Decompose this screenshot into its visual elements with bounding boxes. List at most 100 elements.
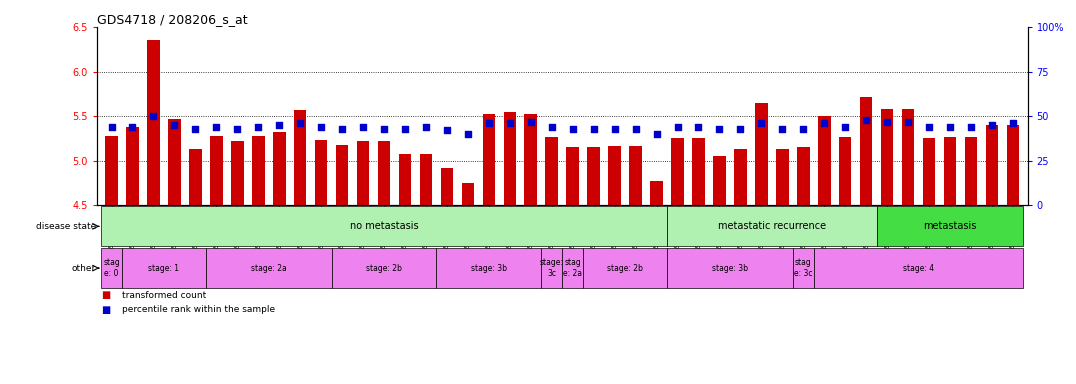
Text: stage: 3b: stage: 3b (471, 263, 507, 273)
Bar (252, 136, 265, 205)
Point (585, 126, 603, 132)
Bar (562, 248, 583, 288)
Bar (210, 136, 223, 205)
Point (690, 124, 707, 130)
Bar (504, 112, 516, 205)
Bar (813, 248, 1023, 288)
Bar (462, 183, 475, 205)
Bar (168, 119, 181, 205)
Bar (126, 127, 139, 205)
Point (564, 126, 581, 132)
Point (480, 120, 497, 126)
Text: transformed count: transformed count (122, 291, 206, 300)
Text: stag
e: 0: stag e: 0 (103, 258, 119, 278)
Point (438, 127, 455, 134)
Point (292, 120, 309, 126)
Bar (734, 149, 747, 205)
Text: stage: 2b: stage: 2b (607, 263, 643, 273)
Bar (944, 137, 957, 205)
Bar (378, 141, 391, 205)
Text: no metastasis: no metastasis (350, 221, 419, 231)
Bar (587, 147, 600, 205)
Point (648, 131, 665, 137)
Bar (336, 145, 349, 205)
Bar (541, 248, 562, 288)
Text: stage: 4: stage: 4 (903, 263, 934, 273)
Point (103, 124, 121, 130)
Point (124, 124, 141, 130)
Bar (986, 125, 999, 205)
Bar (881, 109, 893, 205)
Bar (776, 149, 789, 205)
Point (774, 126, 791, 132)
Point (312, 124, 329, 130)
Bar (793, 248, 813, 288)
Point (354, 124, 371, 130)
Bar (294, 110, 307, 205)
Text: stage: 3b: stage: 3b (712, 263, 748, 273)
Point (1004, 120, 1021, 126)
Bar (818, 116, 831, 205)
Bar (524, 114, 537, 205)
Bar (629, 146, 642, 205)
Point (878, 118, 895, 124)
Point (983, 122, 1001, 128)
Bar (101, 248, 122, 288)
Point (795, 126, 812, 132)
Point (920, 124, 937, 130)
Text: metastasis: metastasis (923, 221, 977, 231)
Text: stage:
3c: stage: 3c (540, 258, 564, 278)
Point (522, 118, 539, 124)
Text: other: other (71, 263, 96, 273)
Bar (147, 40, 159, 205)
Point (250, 124, 267, 130)
Point (900, 118, 917, 124)
Bar (755, 103, 767, 205)
Point (669, 124, 686, 130)
Text: stage: 1: stage: 1 (148, 263, 180, 273)
Bar (399, 154, 411, 205)
Point (459, 131, 477, 137)
Bar (273, 132, 285, 205)
Text: stage: 2a: stage: 2a (251, 263, 286, 273)
Bar (315, 140, 327, 205)
Bar (713, 156, 725, 205)
Point (732, 126, 749, 132)
Text: ■: ■ (102, 290, 115, 300)
Point (816, 120, 833, 126)
Point (606, 126, 623, 132)
Bar (206, 248, 331, 288)
Point (417, 124, 435, 130)
Point (837, 124, 854, 130)
Bar (965, 137, 977, 205)
Bar (902, 109, 915, 205)
Point (376, 126, 393, 132)
Bar (671, 139, 683, 205)
Point (334, 126, 351, 132)
Point (270, 122, 287, 128)
Text: disease state: disease state (36, 222, 96, 231)
Point (501, 120, 519, 126)
Bar (437, 248, 541, 288)
Point (145, 113, 162, 119)
Text: GDS4718 / 208206_s_at: GDS4718 / 208206_s_at (97, 13, 247, 26)
Bar (650, 181, 663, 205)
Bar (546, 137, 558, 205)
Bar (860, 96, 873, 205)
Bar (608, 146, 621, 205)
Point (208, 124, 225, 130)
Bar (797, 147, 809, 205)
Bar (583, 248, 667, 288)
Point (627, 126, 645, 132)
Bar (189, 149, 201, 205)
Point (229, 126, 246, 132)
Bar (667, 248, 793, 288)
Bar (667, 206, 877, 247)
Point (962, 124, 979, 130)
Bar (482, 114, 495, 205)
Bar (331, 248, 437, 288)
Bar (420, 154, 433, 205)
Point (753, 120, 770, 126)
Bar (231, 141, 243, 205)
Bar (105, 136, 117, 205)
